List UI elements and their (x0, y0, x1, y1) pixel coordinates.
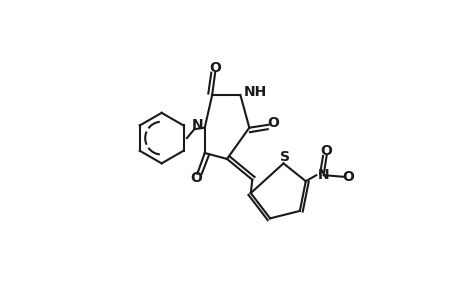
Text: N: N (317, 168, 329, 182)
Text: O: O (267, 116, 279, 130)
Text: O: O (320, 144, 332, 158)
Text: N: N (191, 118, 203, 132)
Text: S: S (280, 150, 289, 164)
Text: NH: NH (243, 85, 266, 99)
Text: O: O (341, 170, 353, 184)
Text: O: O (190, 171, 202, 185)
Text: O: O (209, 61, 221, 75)
